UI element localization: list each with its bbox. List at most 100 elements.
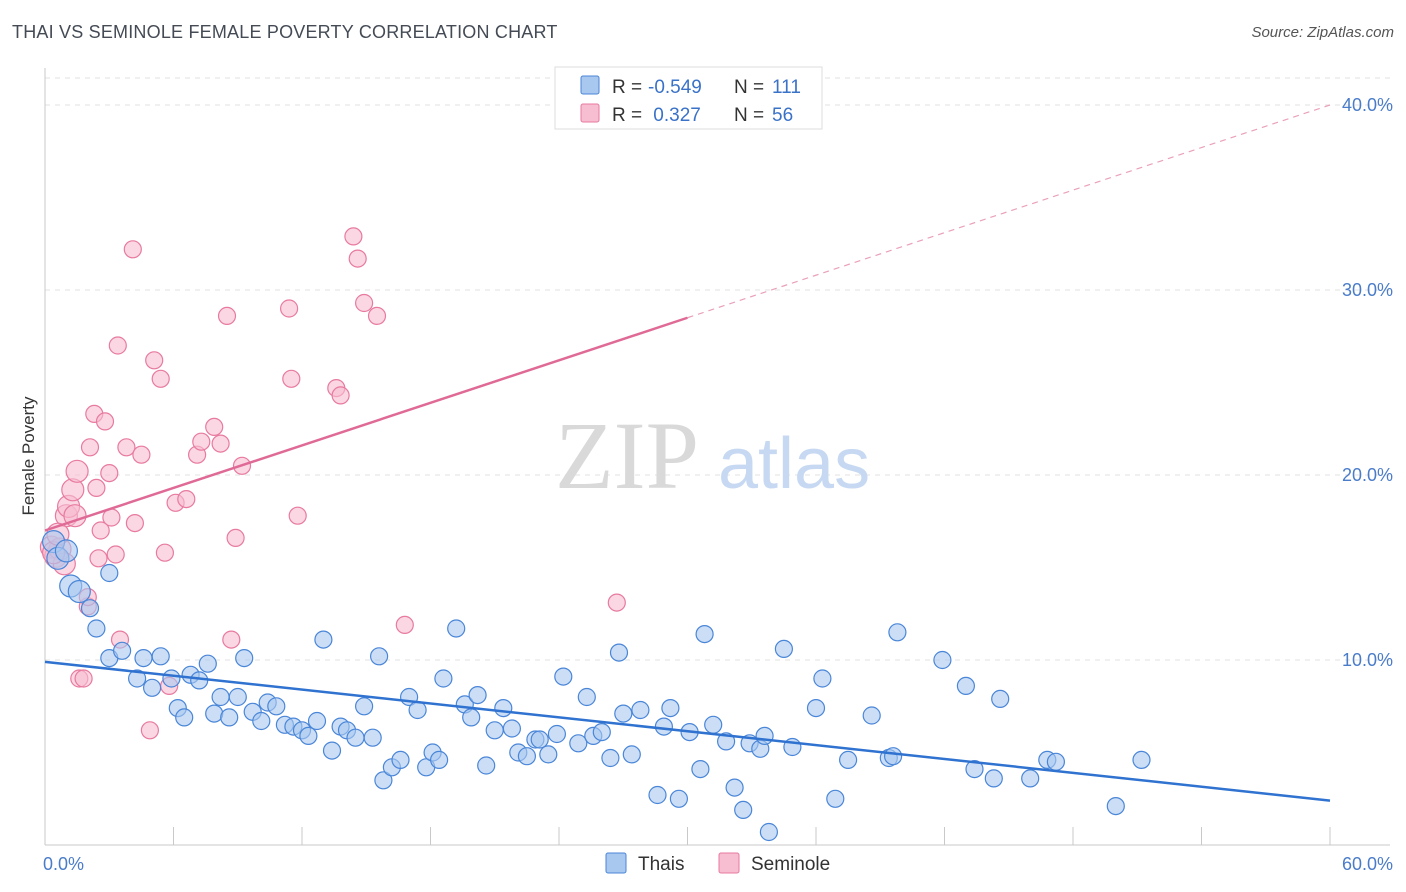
thais-point-49 — [434, 669, 453, 688]
thais-point-20 — [211, 687, 230, 707]
thais-point-12 — [100, 563, 119, 583]
seminole-point-19 — [100, 464, 119, 483]
thais-point-43 — [391, 750, 410, 770]
legend-r-label-thais: R = — [612, 77, 642, 98]
seminole-point-39 — [217, 306, 237, 325]
legend-swatch-seminole — [580, 103, 600, 123]
seminole-point-38 — [211, 434, 230, 453]
correlation-legend: R = -0.549 N = 111 R = 0.327 N = 56 — [554, 66, 823, 130]
seminole-point-22 — [108, 336, 127, 355]
thais-point-83 — [725, 778, 744, 797]
gridlines — [45, 77, 1390, 661]
thais-point-94 — [838, 750, 858, 770]
watermark-zip: ZIP — [555, 402, 699, 509]
thais-point-25 — [252, 711, 271, 731]
seminole-trend-extension — [687, 104, 1331, 319]
seminole-point-47 — [331, 386, 350, 405]
thais-point-23 — [235, 648, 254, 668]
thais-point-77 — [669, 789, 689, 808]
seminole-point-27 — [132, 445, 151, 464]
y-tick-label-2: 30.0% — [1342, 280, 1393, 300]
seminole-point-24 — [117, 438, 136, 457]
y-axis-title: Female Poverty — [19, 396, 38, 516]
seminole-point-30 — [151, 369, 170, 388]
thais-point-52 — [462, 708, 481, 727]
thais-point-41 — [374, 771, 393, 790]
thais-point-65 — [569, 734, 588, 753]
thais-point-38 — [355, 697, 374, 716]
thais-point-57 — [502, 719, 521, 738]
thais-point-59 — [517, 747, 537, 766]
legend-n-label-thais: N = — [734, 77, 764, 98]
thais-point-92 — [813, 669, 832, 688]
thais-point-97 — [883, 747, 903, 766]
thais-point-48 — [430, 750, 449, 770]
thais-point-31 — [299, 726, 318, 746]
legend-swatch-thais — [580, 75, 600, 95]
thais-point-21 — [220, 708, 239, 727]
thais-point-93 — [826, 789, 845, 808]
seminole-point-50 — [355, 293, 374, 313]
thais-point-89 — [774, 639, 794, 659]
seminole-point-10 — [74, 669, 93, 688]
legend-r-value-seminole: 0.327 — [648, 105, 701, 126]
thais-point-45 — [408, 700, 427, 720]
y-tick-label-3: 40.0% — [1342, 95, 1393, 115]
thais-point-64 — [554, 667, 573, 686]
thais-point-84 — [734, 800, 753, 820]
thais-point-8 — [128, 669, 147, 688]
seminole-point-16 — [89, 549, 108, 568]
thais-point-70 — [609, 643, 629, 662]
thais-point-7 — [112, 641, 132, 660]
thais-point-55 — [485, 721, 504, 740]
thais-point-62 — [539, 745, 558, 764]
bottom-legend-seminole: Seminole — [751, 854, 830, 875]
seminole-point-37 — [205, 417, 224, 436]
seminole-point-29 — [145, 351, 164, 370]
seminole-point-51 — [367, 306, 387, 325]
thais-point-71 — [614, 704, 633, 723]
thais-point-73 — [631, 700, 650, 720]
thais-point-87 — [755, 726, 774, 746]
thais-point-91 — [806, 698, 826, 718]
thais-point-18 — [198, 654, 217, 673]
thais-point-17 — [190, 671, 209, 690]
thais-point-75 — [654, 717, 674, 736]
source-label: Source: ZipAtlas.com — [1251, 24, 1394, 41]
thais-trend-line — [44, 660, 1331, 802]
seminole-point-34 — [177, 490, 196, 509]
thais-point-10 — [143, 678, 162, 697]
seminole-point-26 — [125, 513, 144, 533]
seminole-point-28 — [140, 721, 159, 740]
thais-point-22 — [228, 687, 247, 707]
thais-point-106 — [1046, 752, 1066, 771]
thais-point-61 — [530, 730, 549, 749]
thais-point-19 — [205, 704, 224, 723]
thais-point-109 — [54, 539, 79, 563]
thais-point-108 — [1132, 750, 1151, 770]
seminole-point-45 — [288, 506, 307, 525]
thais-point-98 — [888, 623, 907, 642]
y-tick-label-1: 20.0% — [1342, 465, 1393, 485]
thais-point-39 — [363, 728, 382, 747]
thais-point-82 — [716, 732, 736, 751]
thais-point-56 — [494, 698, 513, 718]
bottom-swatch-seminole — [718, 852, 740, 874]
thais-point-50 — [447, 619, 466, 638]
seminole-trend-line — [44, 316, 688, 532]
seminole-point-31 — [155, 543, 174, 562]
y-tick-label-0: 10.0% — [1342, 650, 1393, 670]
thais-point-15 — [175, 708, 194, 727]
thais-point-72 — [622, 745, 641, 764]
seminole-point-52 — [395, 615, 414, 635]
seminole-point-13 — [80, 438, 100, 457]
legend-n-label-seminole: N = — [734, 105, 764, 126]
seminole-point-41 — [226, 528, 245, 548]
bottom-legend-thais: Thais — [638, 854, 684, 875]
x-tick-label-1: 60.0% — [1342, 854, 1393, 874]
seminole-point-49 — [348, 249, 367, 268]
thais-point-80 — [695, 624, 714, 644]
thais-point-88 — [759, 822, 779, 842]
axes — [44, 68, 1390, 846]
thais-point-5 — [87, 619, 106, 638]
